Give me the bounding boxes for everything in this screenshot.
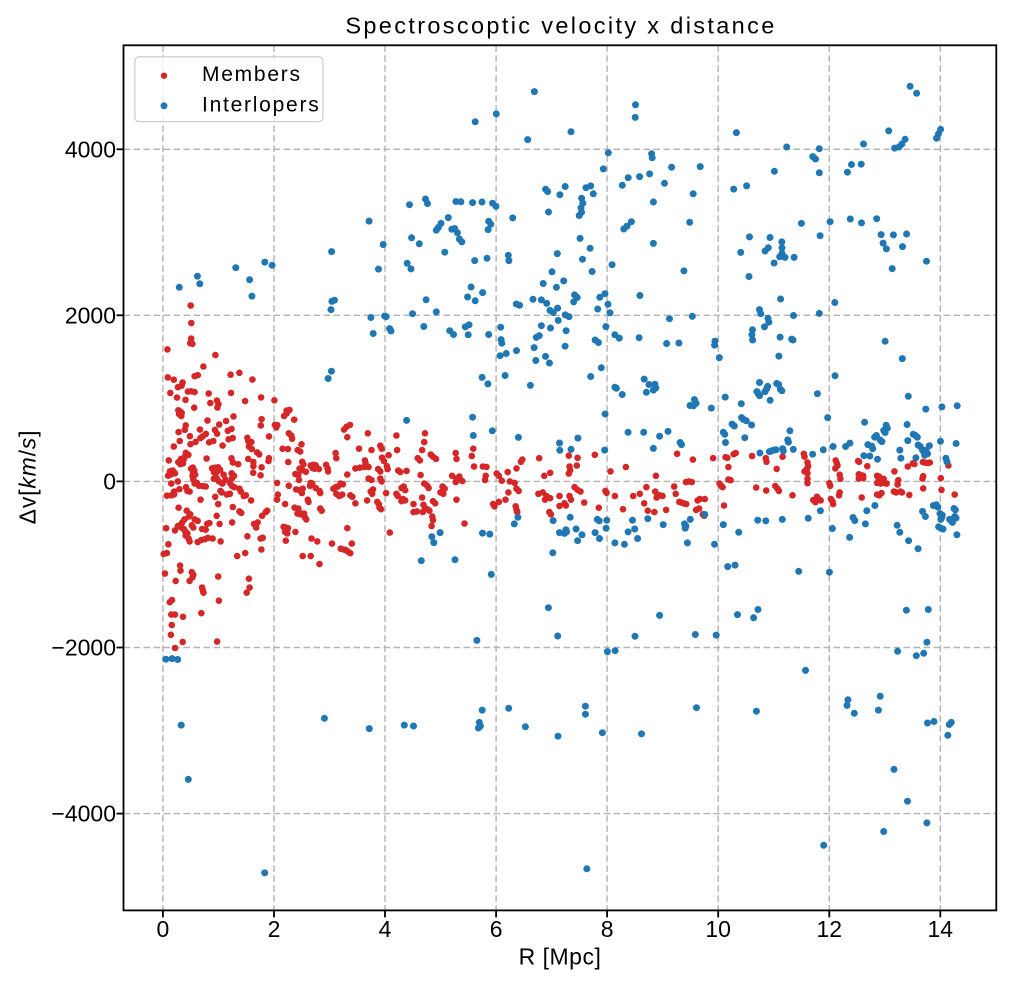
- svg-text:−2000: −2000: [51, 635, 116, 661]
- svg-text:12: 12: [817, 916, 843, 942]
- svg-text:14: 14: [928, 916, 954, 942]
- svg-text:4000: 4000: [65, 136, 116, 162]
- svg-text:6: 6: [490, 916, 503, 942]
- svg-text:2000: 2000: [65, 302, 116, 328]
- svg-text:2: 2: [268, 916, 281, 942]
- svg-text:10: 10: [705, 916, 731, 942]
- svg-text:8: 8: [601, 916, 614, 942]
- svg-text:4: 4: [379, 916, 392, 942]
- svg-text:Δv[km/s]: Δv[km/s]: [15, 430, 41, 525]
- svg-text:0: 0: [157, 916, 170, 942]
- svg-text:Members: Members: [202, 63, 302, 86]
- svg-text:R [Mpc]: R [Mpc]: [519, 944, 602, 970]
- svg-text:Spectroscoptic velocity x dist: Spectroscoptic velocity x distance: [345, 13, 776, 39]
- svg-text:0: 0: [103, 468, 116, 494]
- svg-text:−4000: −4000: [51, 801, 116, 827]
- svg-text:Interlopers: Interlopers: [202, 94, 320, 117]
